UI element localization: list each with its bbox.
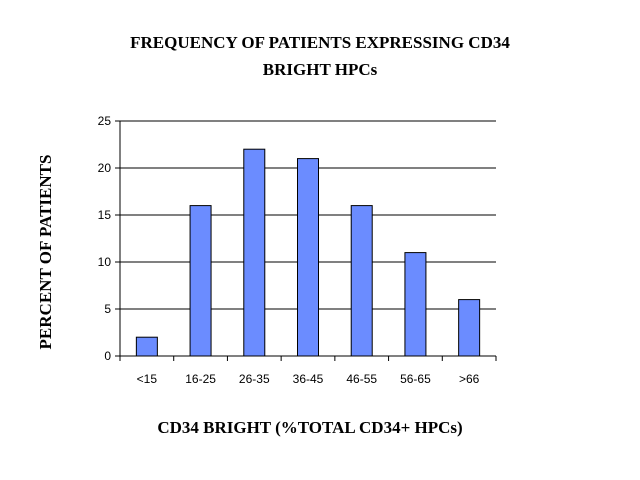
x-tick-label: 56-65 <box>400 372 431 386</box>
x-axis-label: CD34 BRIGHT (%TOTAL CD34+ HPCs) <box>157 418 463 437</box>
bar <box>350 205 373 357</box>
y-tick-label: 0 <box>104 349 111 363</box>
x-tick-label: 16-25 <box>185 372 216 386</box>
y-tick-label: 25 <box>98 114 112 128</box>
bar <box>404 252 427 357</box>
bar <box>189 205 212 357</box>
y-tick-label: 15 <box>98 208 112 222</box>
bar <box>458 299 481 357</box>
x-tick-label: 46-55 <box>346 372 377 386</box>
chart-title-line-2: BRIGHT HPCs <box>262 60 378 79</box>
x-tick-label: >66 <box>459 372 480 386</box>
x-tick-label: 36-45 <box>293 372 324 386</box>
bar <box>135 336 158 357</box>
y-axis-label: PERCENT OF PATIENTS <box>36 154 55 350</box>
x-tick-label: 26-35 <box>239 372 270 386</box>
y-tick-label: 10 <box>98 255 112 269</box>
y-tick-label: 5 <box>104 302 111 316</box>
bar <box>297 158 319 357</box>
chart-title-line-1: FREQUENCY OF PATIENTS EXPRESSING CD34 <box>130 33 510 52</box>
y-tick-label: 20 <box>98 161 112 175</box>
x-tick-label: <15 <box>137 372 158 386</box>
bar <box>243 148 266 357</box>
